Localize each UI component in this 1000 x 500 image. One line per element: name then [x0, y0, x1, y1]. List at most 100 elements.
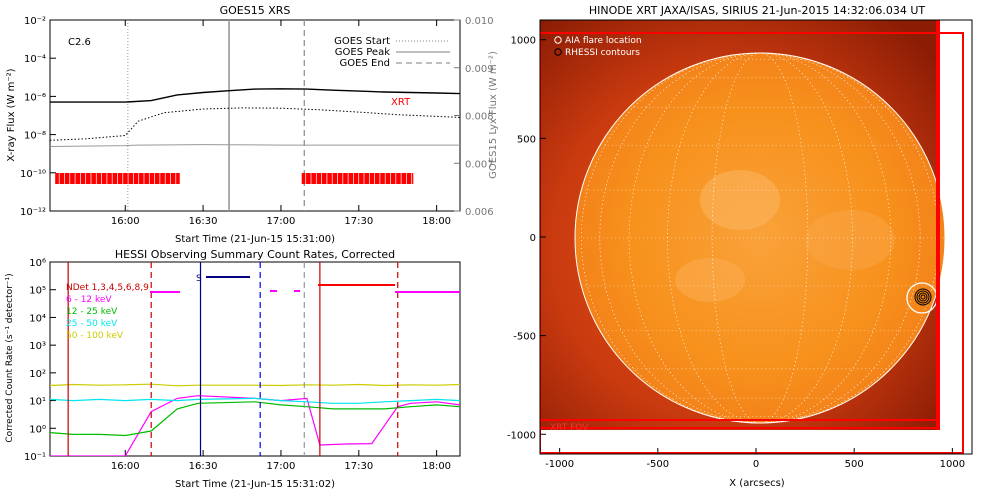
legend-label: GOES Start	[334, 36, 390, 47]
y-tick-label: 10⁻²	[24, 16, 46, 27]
hessi-ticks: 10⁶ 10⁵ 10⁴ 10³ 10² 10¹ 10⁰ 10⁻¹ 16:00 16:30 17:00…	[24, 258, 451, 472]
hessi-plot-frame	[49, 261, 461, 457]
xrt-image-panel: HINODE XRT JAXA/ISAS, SIRIUS 21-Jun-2015…	[507, 4, 973, 489]
x-tick-label: 16:00	[111, 461, 140, 472]
active-region	[805, 210, 895, 270]
xrt-fov-label: XRT FOV	[550, 423, 589, 433]
y-tick-label: 10⁴	[29, 313, 46, 324]
attenuator-label: S	[196, 274, 202, 284]
hessi-legend-label: 12 - 25 keV	[66, 307, 118, 317]
x-tick-label: 17:30	[344, 461, 373, 472]
active-region	[675, 258, 745, 302]
aia-legend-label: AIA flare location	[565, 36, 642, 46]
xrt-image-ticks: -1000 -500 0 500 1000 1000 500 0 -500 -1000	[507, 36, 965, 470]
x-tick-label: 18:00	[422, 216, 451, 227]
meridian	[667, 52, 853, 424]
hessi-series-line	[50, 383, 460, 387]
goes-y2label: GOES15 Lyx Flux (W m⁻²)	[488, 51, 499, 179]
x-tick-label: -500	[646, 459, 669, 470]
goes-ticks: 10⁻² 10⁻⁴ 10⁻⁶ 10⁻⁸ 10⁻¹⁰ 10⁻¹² 0.010 0.009 0.00…	[20, 16, 494, 227]
y-tick-label: -1000	[507, 430, 536, 441]
y-tick-label: 10⁶	[29, 258, 46, 269]
aia-legend-symbol	[554, 36, 562, 44]
rhessi-contour	[914, 288, 932, 306]
y-tick-label: 10⁻¹	[24, 452, 46, 463]
rhessi-contour	[916, 290, 930, 304]
x-tick-label: 17:00	[267, 461, 296, 472]
legend-label: GOES End	[340, 58, 390, 69]
y-tick-label: 10⁻¹²	[20, 207, 46, 218]
y2-tick-label: 0.008	[465, 112, 494, 123]
goes-ylabel: X-ray Flux (W m⁻²)	[6, 68, 17, 161]
hessi-panel: HESSI Observing Summary Count Rates, Cor…	[5, 248, 461, 490]
hessi-series-line	[50, 397, 460, 404]
x-tick-label: 500	[845, 459, 864, 470]
hessi-legend-label: 50 - 100 keV	[66, 331, 124, 341]
meridian	[628, 52, 892, 424]
y2-tick-label: 0.007	[465, 159, 494, 170]
xrt-image-xlabel: X (arcsecs)	[729, 478, 785, 489]
legend-label: GOES Peak	[335, 47, 390, 58]
rhessi-legend-label: RHESSI contours	[565, 48, 640, 58]
xrt-fov-edge	[936, 20, 940, 430]
rhessi-legend-symbol	[554, 48, 562, 56]
hessi-series-line	[50, 395, 460, 456]
hessi-ylabel: Corrected Count Rate (s⁻¹ detector⁻¹)	[5, 273, 15, 442]
goes-series-line	[50, 144, 460, 147]
xrt-coverage-bar	[301, 173, 414, 184]
y-tick-label: 10⁰	[29, 424, 46, 435]
xrt-coverage-bars	[55, 173, 414, 184]
hessi-title: HESSI Observing Summary Count Rates, Cor…	[115, 248, 395, 261]
y2-tick-label: 0.006	[465, 207, 494, 218]
xrt-fov-box	[540, 32, 964, 454]
goes-series-line	[50, 107, 460, 141]
xrt-image-title: HINODE XRT JAXA/ISAS, SIRIUS 21-Jun-2015…	[589, 4, 926, 17]
x-tick-label: 17:00	[267, 216, 296, 227]
xrt-label: XRT	[391, 97, 411, 108]
x-tick-label: 16:30	[189, 461, 218, 472]
y-tick-label: 10⁵	[29, 286, 46, 297]
x-tick-label: 16:00	[111, 216, 140, 227]
x-tick-label: 1000	[940, 459, 965, 470]
y-tick-label: 10³	[29, 341, 46, 352]
rhessi-contour	[918, 292, 928, 302]
y-tick-label: 10²	[29, 369, 46, 380]
y-tick-label: 10⁻⁴	[24, 54, 46, 65]
hessi-event-lines	[67, 262, 399, 456]
hessi-legend-label: NDet 1,3,4,5,6,8,9	[66, 283, 149, 293]
y2-tick-label: 0.009	[465, 64, 494, 75]
x-tick-label: 18:00	[422, 461, 451, 472]
goes-series	[50, 88, 460, 147]
goes-title: GOES15 XRS	[220, 4, 291, 17]
y-tick-label: -500	[513, 332, 536, 343]
xrt-image-legend: AIA flare location RHESSI contours	[554, 36, 642, 58]
y2-tick-label: 0.010	[465, 16, 494, 27]
hessi-state-bars	[150, 276, 460, 293]
y-tick-label: 10⁻¹⁰	[20, 169, 46, 180]
y-tick-label: 10⁻⁶	[24, 92, 46, 103]
active-region	[700, 170, 780, 230]
y-tick-label: 10⁻⁸	[24, 131, 46, 142]
goes-series-line	[50, 88, 460, 103]
y-tick-label: 1000	[511, 36, 536, 47]
x-tick-label: 0	[753, 459, 759, 470]
x-tick-label: 17:30	[344, 216, 373, 227]
goes-xlabel: Start Time (21-Jun-15 15:31:00)	[175, 234, 335, 245]
x-tick-label: 16:30	[189, 216, 218, 227]
hessi-legend-label: 25 - 50 keV	[66, 319, 118, 329]
hessi-xlabel: Start Time (21-Jun-15 15:31:02)	[175, 479, 335, 490]
goes-panel: GOES15 XRS 10⁻² 10⁻⁴ 10⁻⁶ 10⁻⁸ 10⁻¹⁰ 10⁻¹² 0.0…	[6, 4, 499, 245]
hessi-legend: NDet 1,3,4,5,6,8,9 6 - 12 keV 12 - 25 keV 2…	[66, 283, 149, 341]
meridian	[599, 52, 921, 424]
goes-class-annotation: C2.6	[68, 37, 91, 48]
limb-circle	[574, 52, 946, 424]
hessi-legend-label: 6 - 12 keV	[66, 295, 112, 305]
y-tick-label: 0	[530, 233, 536, 244]
rhessi-contour	[920, 294, 926, 300]
hessi-series	[50, 383, 460, 456]
y-tick-label: 500	[517, 134, 536, 145]
x-tick-label: -1000	[545, 459, 574, 470]
y-tick-label: 10¹	[29, 397, 46, 408]
